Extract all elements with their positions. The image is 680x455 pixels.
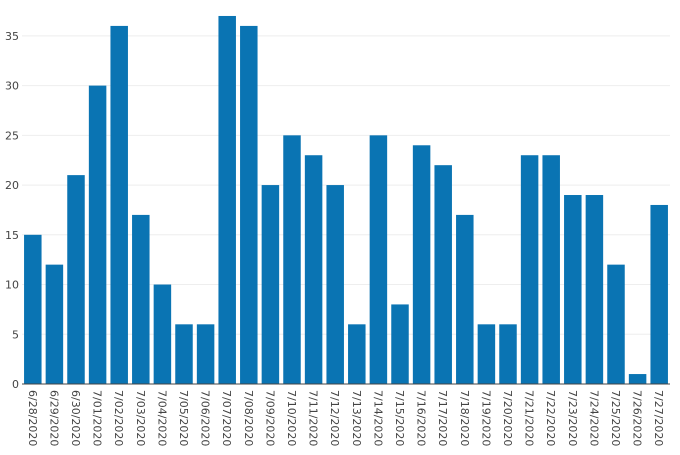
bar[interactable] [348,324,366,384]
bar[interactable] [369,135,388,384]
bars [24,15,668,385]
bar[interactable] [45,264,64,384]
x-tick-label: 7/18/2020 [458,390,471,446]
x-tick-label: 7/11/2020 [307,390,320,446]
bar[interactable] [326,185,344,384]
bar[interactable] [434,165,452,384]
bar[interactable] [520,155,539,384]
x-tick-label: 7/26/2020 [631,390,644,446]
bar[interactable] [412,145,431,384]
y-tick-label: 30 [5,80,19,93]
x-tick-label: 7/16/2020 [415,390,428,446]
x-tick-label: 7/01/2020 [91,390,104,446]
x-tick-label: 7/09/2020 [263,390,276,446]
bar[interactable] [261,185,280,384]
bar[interactable] [88,85,107,384]
x-tick-label: 7/06/2020 [199,390,212,446]
bar[interactable] [650,204,668,384]
bar[interactable] [585,195,604,384]
x-tick-label: 6/29/2020 [47,390,60,446]
y-tick-label: 5 [12,328,19,341]
bar[interactable] [153,284,172,384]
gridlines [22,35,670,335]
y-tick-label: 25 [5,129,19,142]
bar[interactable] [477,324,496,384]
y-tick-label: 10 [5,279,19,292]
x-tick-label: 7/24/2020 [587,390,600,446]
bar[interactable] [132,214,150,384]
y-tick-label: 35 [5,30,19,43]
x-tick-label: 7/22/2020 [544,390,557,446]
bar[interactable] [542,155,560,384]
x-tick-label: 7/05/2020 [177,390,190,446]
x-tick-label: 7/13/2020 [350,390,363,446]
y-tick-label: 0 [12,378,19,391]
x-tick-label: 7/03/2020 [134,390,147,446]
y-axis-ticks: 0 5 10 15 20 25 30 35 [5,30,19,391]
x-tick-label: 7/21/2020 [523,390,536,446]
bar[interactable] [607,264,625,384]
bar[interactable] [499,324,517,384]
x-tick-label: 7/08/2020 [242,390,255,446]
x-tick-label: 7/23/2020 [566,390,579,446]
x-tick-label: 7/27/2020 [652,390,665,446]
x-tick-label: 7/10/2020 [285,390,298,446]
bar[interactable] [110,25,128,384]
bar[interactable] [24,234,42,384]
x-tick-label: 7/15/2020 [393,390,406,446]
bar[interactable] [456,214,474,384]
x-tick-label: 7/20/2020 [501,390,514,446]
x-tick-label: 7/04/2020 [155,390,168,446]
bar[interactable] [240,25,258,384]
y-tick-label: 15 [5,229,19,242]
bar[interactable] [218,15,236,385]
bar[interactable] [628,374,647,384]
x-tick-label: 7/25/2020 [609,390,622,446]
bar[interactable] [67,175,85,384]
x-axis-ticks: 6/28/2020 6/29/2020 6/30/2020 7/01/2020 7/02… [26,390,665,446]
bar[interactable] [196,324,215,384]
x-tick-label: 7/17/2020 [436,390,449,446]
x-tick-label: 7/07/2020 [220,390,233,446]
bar[interactable] [304,155,323,384]
y-tick-label: 20 [5,179,19,192]
x-tick-label: 7/02/2020 [112,390,125,446]
x-tick-label: 7/19/2020 [479,390,492,446]
x-tick-label: 6/30/2020 [69,390,82,446]
x-tick-label: 6/28/2020 [26,390,39,446]
bar[interactable] [391,304,409,384]
bar[interactable] [283,135,301,384]
bar[interactable] [175,324,193,384]
x-tick-label: 7/14/2020 [371,390,384,446]
bar[interactable] [564,195,582,384]
x-tick-label: 7/12/2020 [328,390,341,446]
